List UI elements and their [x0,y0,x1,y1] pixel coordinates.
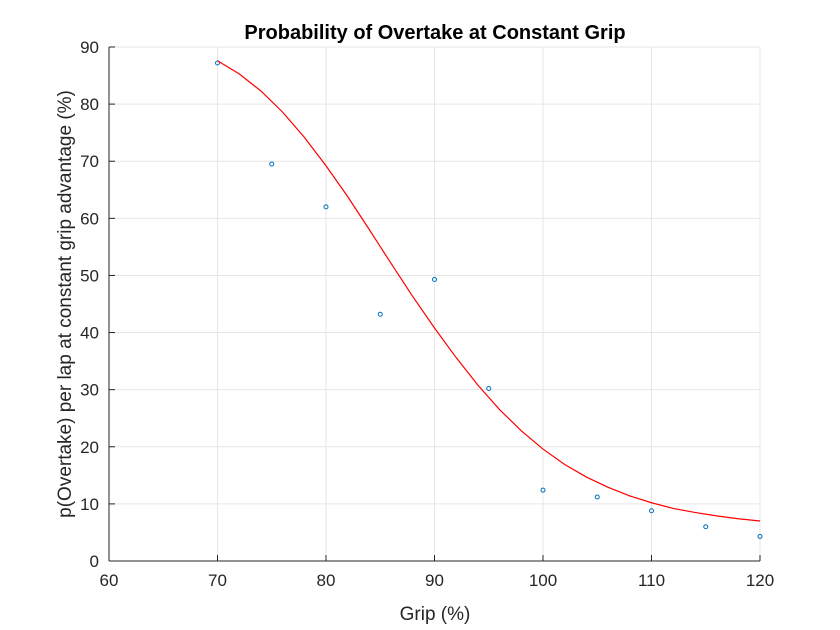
data-point [594,494,600,500]
y-tick-label: 20 [80,438,99,457]
x-tick-label: 90 [425,571,444,590]
y-tick-label: 0 [90,552,99,571]
data-point [269,161,275,167]
y-tick-label: 10 [80,495,99,514]
chart-title: Probability of Overtake at Constant Grip [244,22,625,44]
tick-labels: 60 70 80 90 100 110 120 0 10 20 30 40 50 60 70 80 90 [80,38,774,590]
data-point [540,487,546,493]
y-axis-label: p(Overtake) per lap at constant grip adv… [55,90,76,518]
x-tick-label: 120 [746,571,774,590]
x-tick-label: 70 [208,571,227,590]
x-tick-label: 80 [317,571,336,590]
axes [108,46,761,562]
y-tick-label: 70 [80,152,99,171]
x-tick-label: 60 [100,571,119,590]
data-point [377,311,383,317]
data-series [215,60,763,539]
y-tick-label: 80 [80,95,99,114]
data-point [432,276,437,282]
x-tick-label: 100 [529,571,557,590]
data-point [323,204,329,210]
grid [108,46,761,562]
y-tick-label: 30 [80,381,99,400]
x-axis-label: Grip (%) [400,604,471,625]
data-point [757,533,763,539]
y-tick-label: 60 [80,209,99,228]
data-point [649,508,654,514]
data-point [486,386,492,392]
y-tick-label: 90 [80,38,99,57]
data-point [703,524,709,530]
y-tick-label: 50 [80,266,99,285]
x-tick-label: 110 [638,571,665,590]
fit-curve [217,60,761,522]
y-tick-label: 40 [80,324,99,343]
